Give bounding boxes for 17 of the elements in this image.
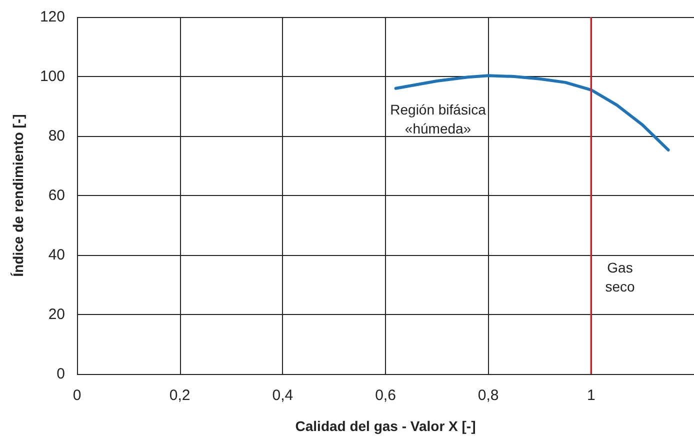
y-tick-label: 0 bbox=[56, 366, 65, 382]
x-tick-label: 0,4 bbox=[272, 387, 294, 404]
annotation: Región bifásica «húmeda» bbox=[390, 102, 486, 136]
y-tick-label: 60 bbox=[48, 187, 65, 204]
y-axis-title: Índice de rendimiento [-] bbox=[10, 114, 26, 277]
y-tick-label: 120 bbox=[40, 8, 65, 26]
y-tick-label: 80 bbox=[48, 128, 65, 144]
x-tick-label: 0,8 bbox=[478, 387, 499, 404]
annotation: Gas seco bbox=[605, 260, 635, 294]
y-tick-label: 40 bbox=[48, 246, 65, 264]
x-tick-label: 0 bbox=[72, 387, 82, 404]
x-axis-title: Calidad del gas - Valor X [-] bbox=[295, 418, 476, 434]
y-tick-label: 20 bbox=[48, 306, 65, 323]
x-tick-label: 0,6 bbox=[375, 387, 396, 404]
x-tick-label: 1 bbox=[586, 387, 596, 404]
x-tick-label: 0,2 bbox=[169, 387, 190, 404]
y-tick-label: 100 bbox=[40, 68, 65, 85]
